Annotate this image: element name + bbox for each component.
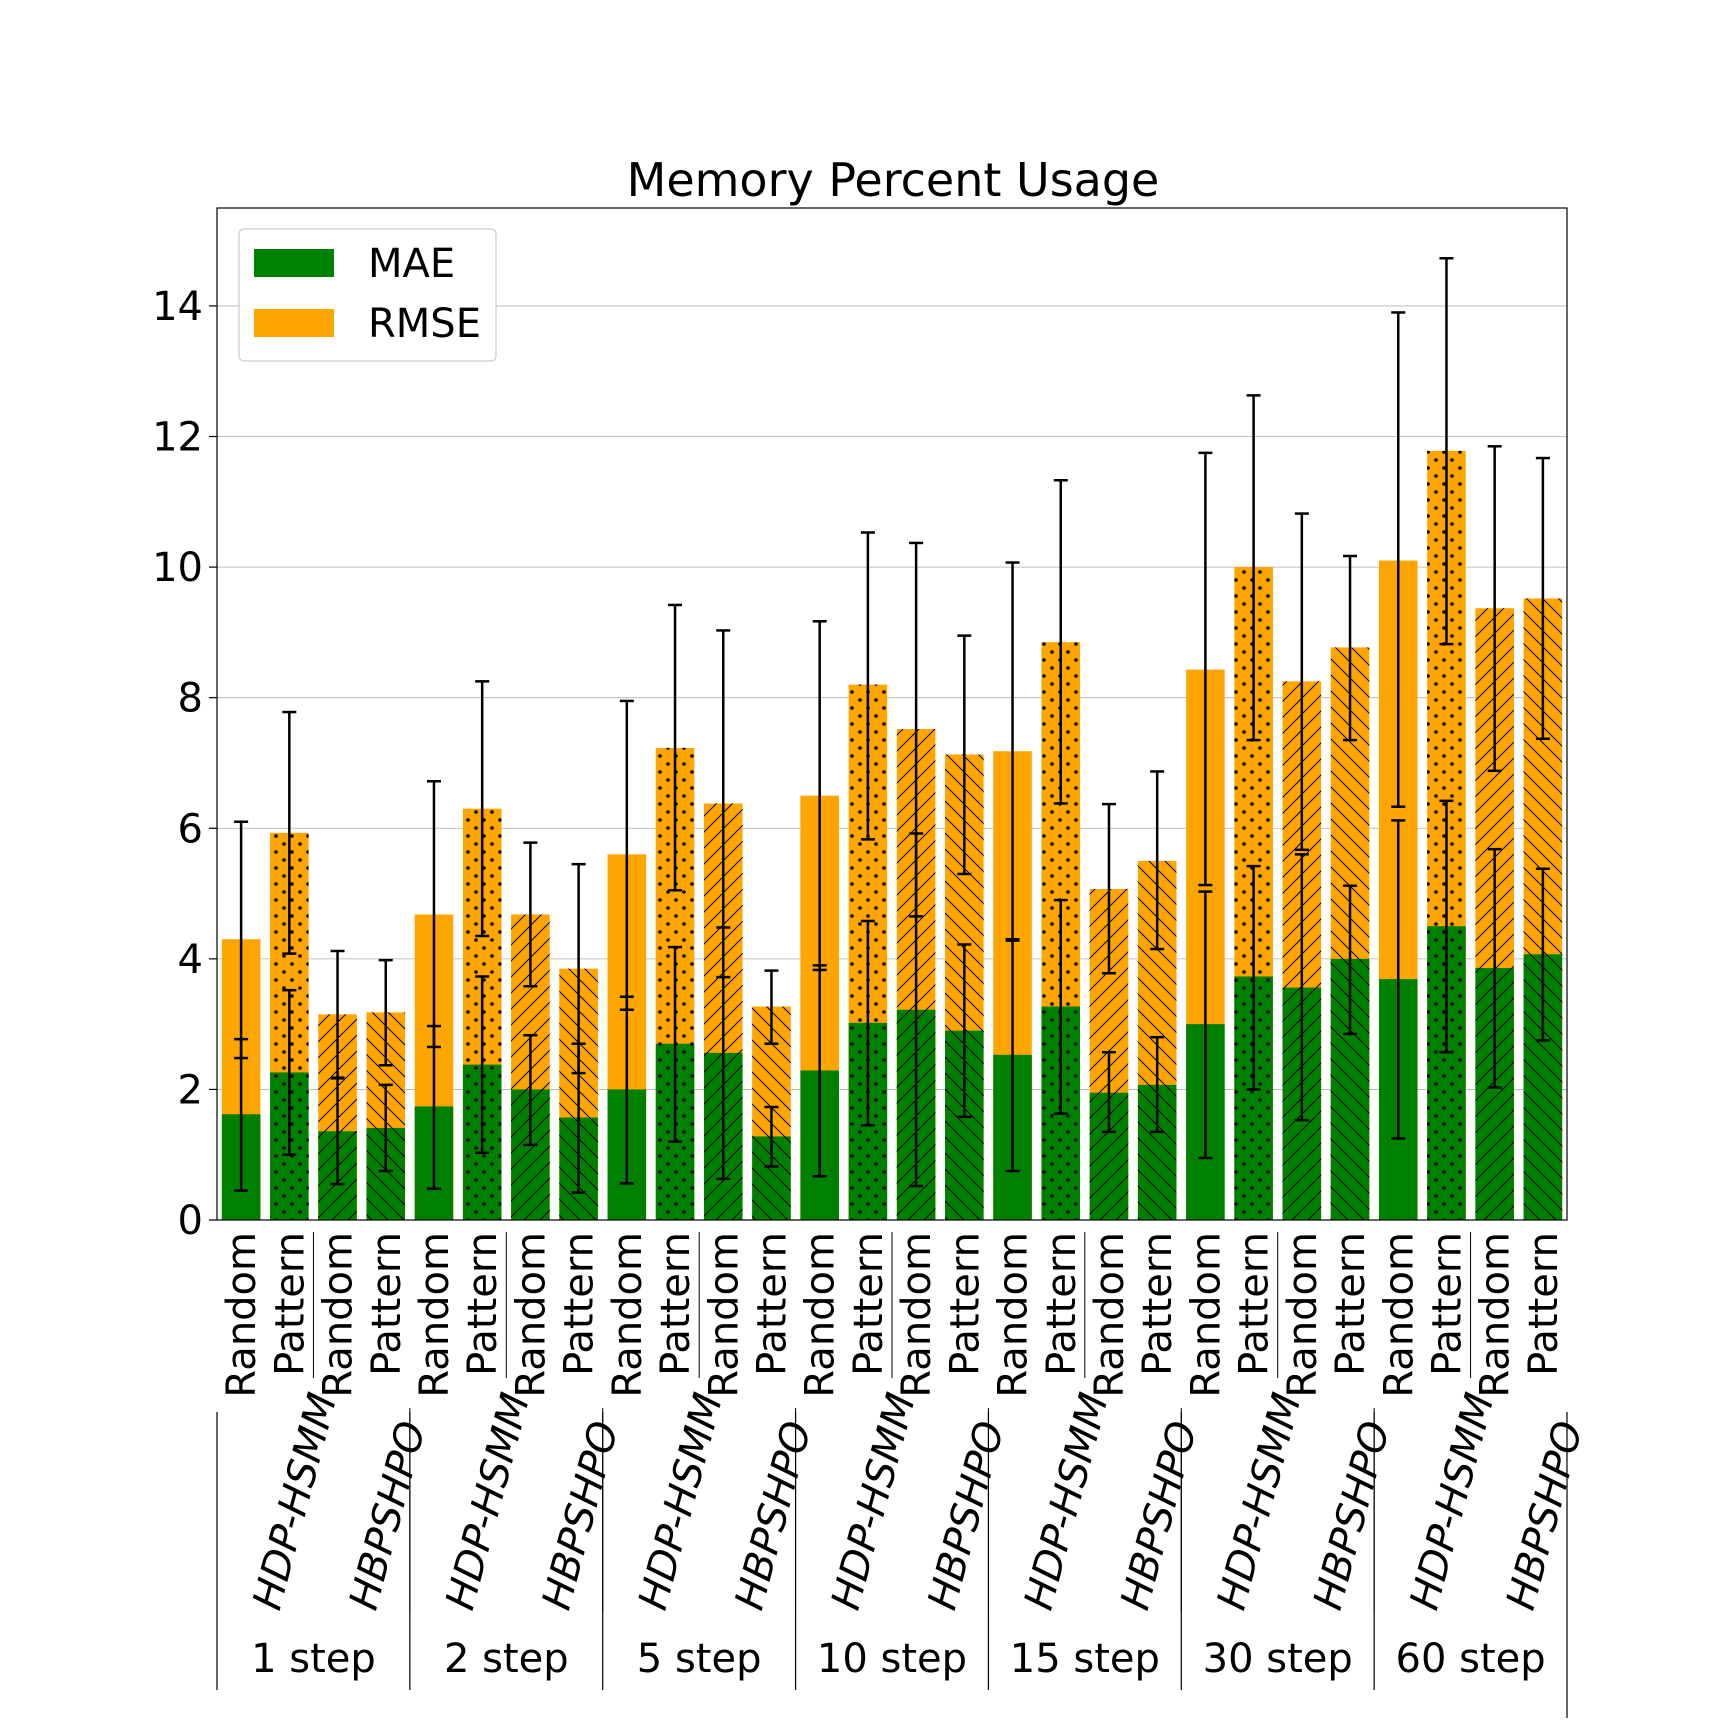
group-label: 60 step [1396,1636,1546,1682]
x-tick-label: Pattern [1424,1232,1470,1376]
x-tick-label: Pattern [653,1232,699,1376]
x-tick-label: Pattern [942,1232,988,1376]
x-tick-label: Random [316,1232,362,1398]
method-label: HDP-HSMM [1016,1388,1118,1614]
legend-label-rmse: RMSE [368,301,481,347]
x-tick-label: Random [1473,1232,1519,1398]
method-label: HDP-HSMM [437,1388,539,1614]
error-bars [234,257,1550,1194]
method-label: HDP-HSMM [823,1388,925,1614]
legend-swatch-mae [254,249,334,277]
group-label: 15 step [1010,1636,1160,1682]
x-tick-label: Random [1376,1232,1422,1398]
x-tick-label: Random [991,1232,1037,1398]
x-tick-label: Pattern [557,1232,603,1376]
legend-label-mae: MAE [368,241,455,287]
method-label: HBPSHPO [919,1417,1013,1615]
y-tick-label: 0 [178,1198,203,1244]
method-label: HDP-HSMM [630,1388,732,1614]
group-label: 30 step [1203,1636,1353,1682]
x-tick-label: Pattern [460,1232,506,1376]
x-tick-label: Pattern [364,1232,410,1376]
method-label: HBPSHPO [341,1417,435,1615]
x-tick-label: Random [798,1232,844,1398]
method-label: HBPSHPO [1305,1417,1399,1615]
group-label: 2 step [444,1636,569,1682]
x-tick-label: Random [701,1232,747,1398]
y-tick-label: 4 [178,937,203,983]
x-tick-label: Pattern [1328,1232,1374,1376]
legend: MAE RMSE [238,228,497,362]
x-tick-label: Pattern [1039,1232,1085,1376]
y-tick-label: 2 [178,1067,203,1113]
legend-swatch-rmse [254,309,334,337]
group-label: 1 step [251,1636,376,1682]
x-tick-label: Random [1087,1232,1133,1398]
y-tick-label: 6 [178,806,203,852]
method-label: HDP-HSMM [244,1388,346,1614]
x-axis-labels: Random Pattern Random Pattern Random Pattern R… [216,1232,1592,1718]
method-label: HBPSHPO [1112,1417,1206,1615]
y-tick-label: 10 [152,545,203,591]
method-label: HBPSHPO [727,1417,821,1615]
x-tick-label: Pattern [1232,1232,1278,1376]
bars [221,450,1563,1220]
y-axis-ticks: 0 2 4 6 8 10 12 14 [152,284,217,1244]
x-tick-label: Pattern [1521,1232,1567,1376]
method-label: HDP-HSMM [1402,1388,1504,1614]
x-tick-label: Random [412,1232,458,1398]
method-label: HDP-HSMM [1209,1388,1311,1614]
x-tick-label: Random [1183,1232,1229,1398]
x-tick-label: Pattern [267,1232,313,1376]
plot-frame [216,207,1568,1221]
x-tick-label: Random [605,1232,651,1398]
x-tick-label: Pattern [749,1232,795,1376]
method-label: HBPSHPO [534,1417,628,1615]
x-tick-label: Pattern [846,1232,892,1376]
group-label: 5 step [637,1636,762,1682]
x-tick-label: Random [894,1232,940,1398]
chart-title: Memory Percent Usage [627,153,1160,207]
x-tick-label: Pattern [1135,1232,1181,1376]
x-tick-label: Random [1280,1232,1326,1398]
y-tick-label: 8 [178,676,203,722]
group-label: 10 step [817,1636,967,1682]
y-tick-label: 14 [152,284,203,330]
x-tick-label: Random [219,1232,265,1398]
method-label: HBPSHPO [1498,1417,1592,1615]
x-tick-label: Random [508,1232,554,1398]
y-tick-label: 12 [152,415,203,461]
